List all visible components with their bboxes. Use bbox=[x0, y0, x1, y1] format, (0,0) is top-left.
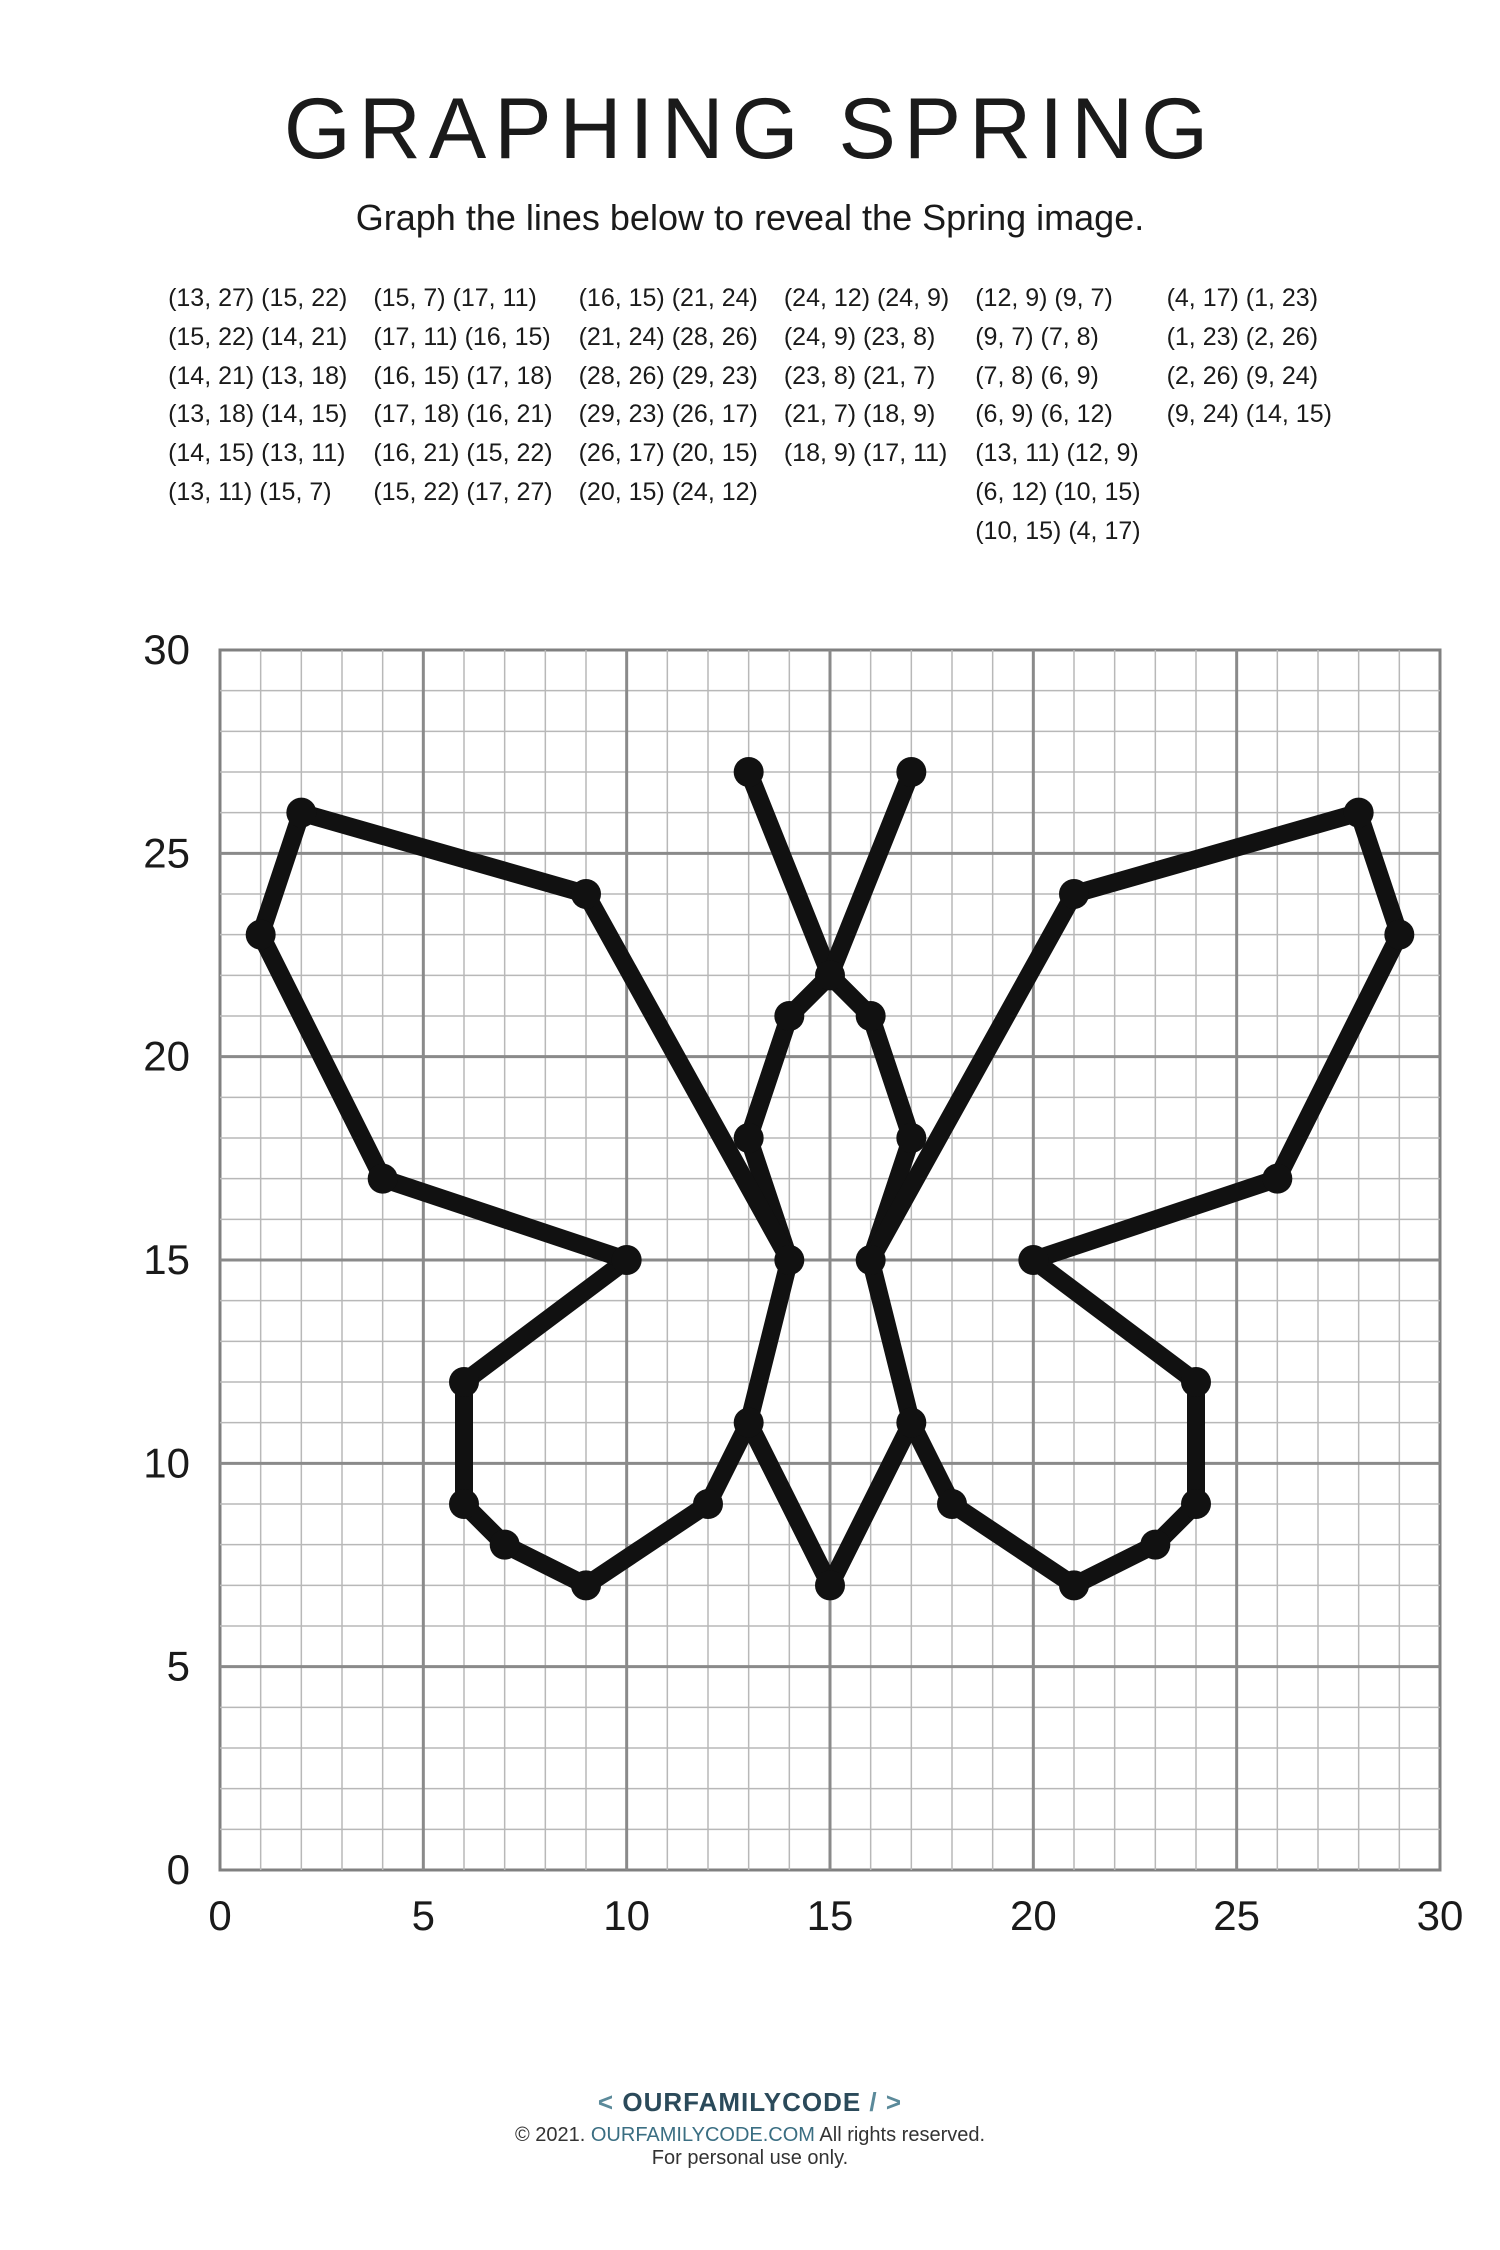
coord-pair: (16, 15) (17, 18) bbox=[373, 357, 552, 396]
footer-copyright: © 2021. OURFAMILYCODE.COM All rights res… bbox=[0, 2124, 1500, 2147]
coord-pair: (7, 8) (6, 9) bbox=[975, 357, 1140, 396]
coord-pair: (13, 27) (15, 22) bbox=[168, 279, 347, 318]
svg-text:30: 30 bbox=[143, 630, 190, 673]
coord-pair: (2, 26) (9, 24) bbox=[1167, 357, 1332, 396]
svg-text:5: 5 bbox=[412, 1892, 435, 1939]
svg-text:20: 20 bbox=[143, 1033, 190, 1080]
graph-chart: 0 5 10 15 20 25 30 0 5 10 15 20 25 30 bbox=[90, 630, 1470, 1980]
page-subtitle: Graph the lines below to reveal the Spri… bbox=[90, 197, 1410, 239]
svg-text:25: 25 bbox=[143, 830, 190, 877]
coord-pair: (6, 9) (6, 12) bbox=[975, 395, 1140, 434]
coord-pair: (17, 11) (16, 15) bbox=[373, 318, 552, 357]
coord-column: (24, 12) (24, 9)(24, 9) (23, 8)(23, 8) (… bbox=[784, 279, 949, 550]
coord-pair: (16, 15) (21, 24) bbox=[579, 279, 758, 318]
coord-pair: (18, 9) (17, 11) bbox=[784, 434, 949, 473]
coord-pair: (21, 24) (28, 26) bbox=[579, 318, 758, 357]
angle-right-icon: / > bbox=[869, 2087, 902, 2117]
footer: < OURFAMILYCODE / > © 2021. OURFAMILYCOD… bbox=[0, 2087, 1500, 2170]
coord-pair: (20, 15) (24, 12) bbox=[579, 473, 758, 512]
footer-brand: < OURFAMILYCODE / > bbox=[0, 2087, 1500, 2118]
svg-text:0: 0 bbox=[167, 1846, 190, 1893]
coord-pair: (29, 23) (26, 17) bbox=[579, 395, 758, 434]
page-title: GRAPHING SPRING bbox=[90, 80, 1410, 179]
coord-pair: (24, 12) (24, 9) bbox=[784, 279, 949, 318]
svg-text:20: 20 bbox=[1010, 1892, 1057, 1939]
coord-column: (16, 15) (21, 24)(21, 24) (28, 26)(28, 2… bbox=[579, 279, 758, 550]
coord-pair: (21, 7) (18, 9) bbox=[784, 395, 949, 434]
coord-pair: (24, 9) (23, 8) bbox=[784, 318, 949, 357]
angle-left-icon: < bbox=[598, 2087, 614, 2117]
coord-pair: (9, 24) (14, 15) bbox=[1167, 395, 1332, 434]
coord-pair: (6, 12) (10, 15) bbox=[975, 473, 1140, 512]
svg-text:30: 30 bbox=[1417, 1892, 1464, 1939]
coord-pair: (14, 15) (13, 11) bbox=[168, 434, 347, 473]
coord-pair: (12, 9) (9, 7) bbox=[975, 279, 1140, 318]
coord-column: (13, 27) (15, 22)(15, 22) (14, 21)(14, 2… bbox=[168, 279, 347, 550]
svg-text:10: 10 bbox=[143, 1440, 190, 1487]
coord-pair: (10, 15) (4, 17) bbox=[975, 512, 1140, 551]
svg-text:5: 5 bbox=[167, 1643, 190, 1690]
footer-note: For personal use only. bbox=[0, 2147, 1500, 2170]
coord-pair: (26, 17) (20, 15) bbox=[579, 434, 758, 473]
coord-pair: (17, 18) (16, 21) bbox=[373, 395, 552, 434]
coord-column: (12, 9) (9, 7)(9, 7) (7, 8)(7, 8) (6, 9)… bbox=[975, 279, 1140, 550]
svg-text:25: 25 bbox=[1213, 1892, 1260, 1939]
coord-pair: (28, 26) (29, 23) bbox=[579, 357, 758, 396]
coord-pair: (13, 11) (12, 9) bbox=[975, 434, 1140, 473]
coord-pair: (9, 7) (7, 8) bbox=[975, 318, 1140, 357]
coord-pair: (15, 7) (17, 11) bbox=[373, 279, 552, 318]
coordinate-columns: (13, 27) (15, 22)(15, 22) (14, 21)(14, 2… bbox=[90, 279, 1410, 550]
coord-pair: (13, 11) (15, 7) bbox=[168, 473, 347, 512]
coord-pair: (23, 8) (21, 7) bbox=[784, 357, 949, 396]
coord-pair: (13, 18) (14, 15) bbox=[168, 395, 347, 434]
coord-pair: (15, 22) (14, 21) bbox=[168, 318, 347, 357]
svg-text:0: 0 bbox=[208, 1892, 231, 1939]
coord-pair: (4, 17) (1, 23) bbox=[1167, 279, 1332, 318]
coord-pair: (14, 21) (13, 18) bbox=[168, 357, 347, 396]
svg-text:10: 10 bbox=[603, 1892, 650, 1939]
coord-pair: (15, 22) (17, 27) bbox=[373, 473, 552, 512]
coord-column: (4, 17) (1, 23)(1, 23) (2, 26)(2, 26) (9… bbox=[1167, 279, 1332, 550]
brand-name: OURFAMILYCODE bbox=[622, 2087, 861, 2117]
coord-pair: (1, 23) (2, 26) bbox=[1167, 318, 1332, 357]
coord-pair bbox=[784, 473, 949, 512]
coord-pair: (16, 21) (15, 22) bbox=[373, 434, 552, 473]
svg-text:15: 15 bbox=[143, 1236, 190, 1283]
svg-text:15: 15 bbox=[807, 1892, 854, 1939]
coord-column: (15, 7) (17, 11)(17, 11) (16, 15)(16, 15… bbox=[373, 279, 552, 550]
